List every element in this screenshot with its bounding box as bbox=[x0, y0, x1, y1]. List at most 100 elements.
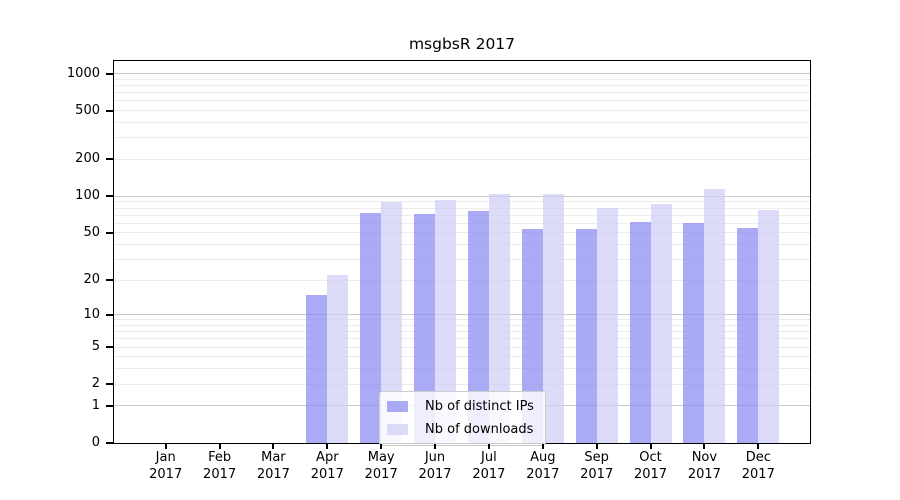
x-tick-mark bbox=[164, 444, 167, 449]
x-tick-label: Mar 2017 bbox=[243, 449, 303, 483]
bar-may-distinct-ips bbox=[360, 212, 382, 443]
bar-dec-distinct-ips bbox=[737, 227, 759, 443]
x-tick-label: Nov 2017 bbox=[674, 449, 734, 483]
y-tick-label: 1000 bbox=[66, 65, 100, 81]
y-tick-mark bbox=[106, 109, 114, 112]
x-tick-mark bbox=[487, 444, 490, 449]
x-tick-month: Mar bbox=[261, 450, 286, 465]
x-tick-label: Oct 2017 bbox=[621, 449, 681, 483]
x-tick-month: May bbox=[367, 450, 395, 465]
gridline bbox=[114, 338, 810, 340]
bar-apr-downloads bbox=[327, 275, 349, 443]
legend: Nb of distinct IPs Nb of downloads bbox=[379, 391, 546, 446]
gridline bbox=[114, 85, 810, 86]
x-tick-year: 2017 bbox=[256, 467, 290, 482]
x-tick-label: Dec 2017 bbox=[728, 449, 788, 483]
gridline bbox=[114, 368, 810, 370]
y-tick-mark bbox=[106, 158, 114, 161]
gridline bbox=[114, 195, 810, 197]
bar-dec-downloads bbox=[758, 210, 780, 443]
gridline bbox=[114, 279, 810, 281]
x-tick-month: Jun bbox=[424, 450, 446, 465]
x-tick-year: 2017 bbox=[310, 467, 344, 482]
bar-oct-distinct-ips bbox=[629, 222, 651, 443]
gridline bbox=[114, 78, 810, 80]
x-tick-month: Feb bbox=[208, 450, 232, 465]
x-tick-year: 2017 bbox=[472, 467, 506, 482]
x-tick-month: Aug bbox=[530, 450, 556, 465]
legend-swatch-distinct-ips bbox=[387, 401, 408, 412]
legend-label-downloads: Nb of downloads bbox=[425, 422, 534, 437]
y-tick-label: 500 bbox=[75, 102, 100, 118]
x-tick-year: 2017 bbox=[580, 467, 614, 482]
x-tick-label: Jun 2017 bbox=[405, 449, 465, 483]
x-tick-mark bbox=[380, 444, 383, 449]
gridline bbox=[114, 319, 810, 321]
gridline bbox=[114, 137, 810, 139]
x-tick-mark bbox=[649, 444, 652, 449]
y-tick-label: 0 bbox=[91, 435, 100, 450]
legend-row-distinct-ips: Nb of distinct IPs bbox=[387, 399, 534, 414]
x-tick-mark bbox=[703, 444, 706, 449]
x-tick-month: Jul bbox=[481, 450, 497, 465]
gridline bbox=[114, 158, 810, 160]
bar-sep-distinct-ips bbox=[575, 228, 597, 443]
y-tick-mark bbox=[106, 383, 114, 386]
y-tick-mark bbox=[106, 231, 114, 234]
gridline bbox=[114, 207, 810, 209]
x-tick-label: Jul 2017 bbox=[459, 449, 519, 483]
y-tick-label: 5 bbox=[91, 339, 100, 355]
gridline bbox=[114, 110, 810, 112]
x-tick-mark bbox=[272, 444, 275, 449]
gridline bbox=[114, 73, 810, 75]
bar-apr-distinct-ips bbox=[306, 294, 328, 443]
chart-title: msgbsR 2017 bbox=[408, 35, 516, 53]
legend-swatch-downloads bbox=[387, 424, 408, 435]
bar-nov-downloads bbox=[704, 189, 726, 443]
x-tick-mark bbox=[595, 444, 598, 449]
legend-row-downloads: Nb of downloads bbox=[387, 422, 534, 437]
gridline bbox=[114, 100, 810, 102]
bar-jul-distinct-ips bbox=[467, 211, 489, 443]
plot-area: Nb of distinct IPs Nb of downloads bbox=[113, 60, 811, 446]
x-tick-month: Dec bbox=[745, 450, 771, 465]
bar-aug-downloads bbox=[542, 194, 564, 443]
y-tick-mark bbox=[106, 195, 114, 198]
x-tick-year: 2017 bbox=[418, 467, 452, 482]
x-tick-year: 2017 bbox=[687, 467, 721, 482]
y-tick-label: 20 bbox=[83, 272, 100, 288]
gridline bbox=[114, 92, 810, 94]
gridline bbox=[114, 356, 810, 358]
y-tick-label: 1 bbox=[91, 397, 100, 413]
gridline bbox=[114, 214, 810, 216]
x-tick-month: Apr bbox=[316, 450, 339, 465]
gridline bbox=[114, 232, 810, 234]
x-tick-month: Sep bbox=[584, 450, 609, 465]
x-tick-mark bbox=[434, 444, 436, 449]
gridline bbox=[114, 314, 810, 316]
bar-jun-downloads bbox=[435, 199, 456, 443]
y-tick-mark bbox=[106, 279, 114, 282]
bar-jul-downloads bbox=[488, 193, 510, 443]
x-tick-mark bbox=[541, 444, 544, 449]
gridline bbox=[114, 122, 810, 123]
y-tick-label: 200 bbox=[75, 151, 100, 167]
x-tick-year: 2017 bbox=[364, 467, 398, 482]
bar-may-downloads bbox=[381, 201, 403, 443]
x-tick-month: Nov bbox=[691, 450, 718, 465]
x-tick-label: Feb 2017 bbox=[190, 449, 250, 483]
gridline bbox=[114, 222, 810, 224]
gridline bbox=[114, 331, 810, 333]
x-tick-year: 2017 bbox=[203, 467, 237, 482]
y-tick-mark bbox=[106, 442, 114, 444]
x-tick-label: Aug 2017 bbox=[513, 449, 573, 483]
x-tick-year: 2017 bbox=[741, 467, 775, 482]
y-tick-mark bbox=[106, 346, 114, 349]
y-tick-mark bbox=[106, 404, 114, 407]
bar-nov-distinct-ips bbox=[683, 223, 705, 443]
y-tick-mark bbox=[106, 313, 114, 316]
x-tick-month: Jan bbox=[155, 450, 176, 465]
x-tick-label: Sep 2017 bbox=[567, 449, 627, 483]
y-tick-label: 2 bbox=[91, 376, 100, 392]
bar-aug-distinct-ips bbox=[521, 228, 543, 443]
